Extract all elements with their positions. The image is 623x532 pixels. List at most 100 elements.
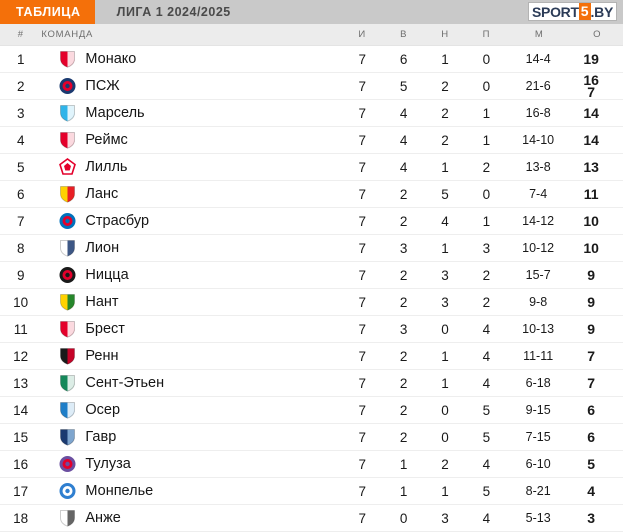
table-row[interactable]: 1 Монако 7 6 1 0 14-4 19 [0,45,623,73]
cell-points: 6 [587,429,595,445]
cell-team[interactable]: Осер [41,397,341,424]
cell-team[interactable]: Анже [41,505,341,532]
cell-team[interactable]: Ланс [41,181,341,208]
table-row[interactable]: 2 ПСЖ 7 5 2 0 21-6 16 7 [0,73,623,100]
cell-points: 14 [583,105,599,121]
cell-team[interactable]: Гавр [41,424,341,451]
league-title-text: ЛИГА 1 2024/2025 [116,5,231,19]
cell-goals: 9-8 [529,295,548,309]
cell-goals: 21-6 [525,79,551,93]
cell-points: 6 [587,402,595,418]
table-row[interactable]: 13 Сент-Этьен 7 2 1 4 6-18 7 [0,370,623,397]
cell-drawn: 1 [441,240,449,256]
cell-lost: 1 [482,105,491,121]
team-name: Лилль [85,159,128,175]
table-row[interactable]: 14 Осер 7 2 0 5 9-15 6 [0,397,623,424]
cell-goals: 9-15 [525,403,551,417]
cell-goals: 7-15 [525,430,551,444]
table-row[interactable]: 18 Анже 7 0 3 4 5-13 3 [0,505,623,532]
cell-won: 1 [399,456,408,472]
cell-points: 7 [587,348,595,364]
cell-rank: 11 [13,321,28,337]
marseille-crest [59,104,76,122]
cell-played: 7 [358,402,366,418]
column-header-team[interactable]: КОМАНДА [41,24,342,46]
table-row[interactable]: 10 Нант 7 2 3 2 9-8 9 [0,289,623,316]
cell-rank: 5 [16,159,25,175]
table-row[interactable]: 8 Лион 7 3 1 3 10-12 10 [0,235,623,262]
cell-won: 4 [399,105,408,121]
table-row[interactable]: 11 Брест 7 3 0 4 10-13 9 [0,316,623,343]
column-header-won[interactable]: В [382,24,425,46]
cell-rank: 15 [13,429,29,445]
cell-team[interactable]: Тулуза [41,451,341,478]
montpellier-crest [59,482,76,500]
cell-played: 7 [358,159,366,175]
column-header-rank[interactable]: # [0,24,42,46]
table-row[interactable]: 15 Гавр 7 2 0 5 7-15 6 [0,424,623,451]
lille-crest [59,158,77,176]
cell-goals: 11-11 [523,349,554,363]
column-header-lost[interactable]: П [465,24,508,46]
column-header-played[interactable]: И [341,24,383,46]
cell-team[interactable]: Лилль [41,154,341,181]
column-header-goals[interactable]: М [507,24,572,46]
cell-lost: 1 [482,213,491,229]
column-header-points[interactable]: О [571,24,623,46]
cell-team[interactable]: Брест [41,316,341,343]
cell-team[interactable]: Монпелье [41,478,341,505]
table-row[interactable]: 9 Ницца 7 2 3 2 15-7 9 [0,262,623,289]
table-row[interactable]: 7 Страсбур 7 2 4 1 14-12 10 [0,208,623,235]
cell-team[interactable]: Ницца [41,262,341,289]
tab-standings[interactable]: ТАБЛИЦА [0,0,95,24]
cell-rank: 2 [16,78,25,94]
table-row[interactable]: 5 Лилль 7 4 1 2 13-8 13 [0,154,623,181]
team-name: Монпелье [85,483,154,499]
cell-played: 7 [358,375,366,391]
cell-rank: 8 [16,240,25,256]
cell-drawn: 1 [441,51,449,67]
cell-team[interactable]: ПСЖ [41,73,341,100]
table-row[interactable]: 3 Марсель 7 4 2 1 16-8 14 [0,100,623,127]
cell-team[interactable]: Монако [41,46,341,73]
team-name: Лион [85,240,120,256]
team-name: Ренн [85,348,119,364]
cell-team[interactable]: Реймс [41,127,341,154]
cell-played: 7 [358,105,366,121]
cell-drawn: 0 [441,402,449,418]
table-row[interactable]: 12 Ренн 7 2 1 4 11-11 7 [0,343,623,370]
table-header: # КОМАНДА И В Н П М О [0,24,623,46]
points-line-2: 7 [587,84,595,100]
cell-drawn: 3 [441,510,449,526]
cell-drawn: 5 [441,186,449,202]
le-havre-crest [59,428,76,446]
column-header-drawn[interactable]: Н [424,24,466,46]
cell-lost: 4 [482,375,491,391]
cell-points: 19 [583,51,599,67]
sport5-logo[interactable]: SPORT 5 .BY [528,2,617,21]
cell-drawn: 3 [441,294,449,310]
cell-won: 2 [399,294,408,310]
cell-won: 4 [399,132,408,148]
cell-team[interactable]: Нант [41,289,341,316]
table-row[interactable]: 16 Тулуза 7 1 2 4 6-10 5 [0,451,623,478]
cell-won: 5 [399,78,408,94]
cell-played: 7 [358,78,366,94]
cell-team[interactable]: Лион [41,235,341,262]
table-row[interactable]: 17 Монпелье 7 1 1 5 8-21 4 [0,478,623,505]
cell-won: 3 [399,240,408,256]
cell-lost: 5 [482,483,491,499]
cell-won: 2 [399,186,408,202]
cell-goals: 14-10 [522,133,555,147]
cell-won: 2 [399,402,408,418]
cell-goals: 6-18 [525,376,551,390]
table-row[interactable]: 6 Ланс 7 2 5 0 7-4 11 [0,181,623,208]
cell-drawn: 2 [441,105,449,121]
cell-team[interactable]: Марсель [41,100,341,127]
cell-team[interactable]: Сент-Этьен [41,370,341,397]
table-row[interactable]: 4 Реймс 7 4 2 1 14-10 14 [0,127,623,154]
cell-played: 7 [358,186,366,202]
cell-team[interactable]: Ренн [41,343,341,370]
cell-team[interactable]: Страсбур [41,208,341,235]
cell-won: 6 [399,51,408,67]
